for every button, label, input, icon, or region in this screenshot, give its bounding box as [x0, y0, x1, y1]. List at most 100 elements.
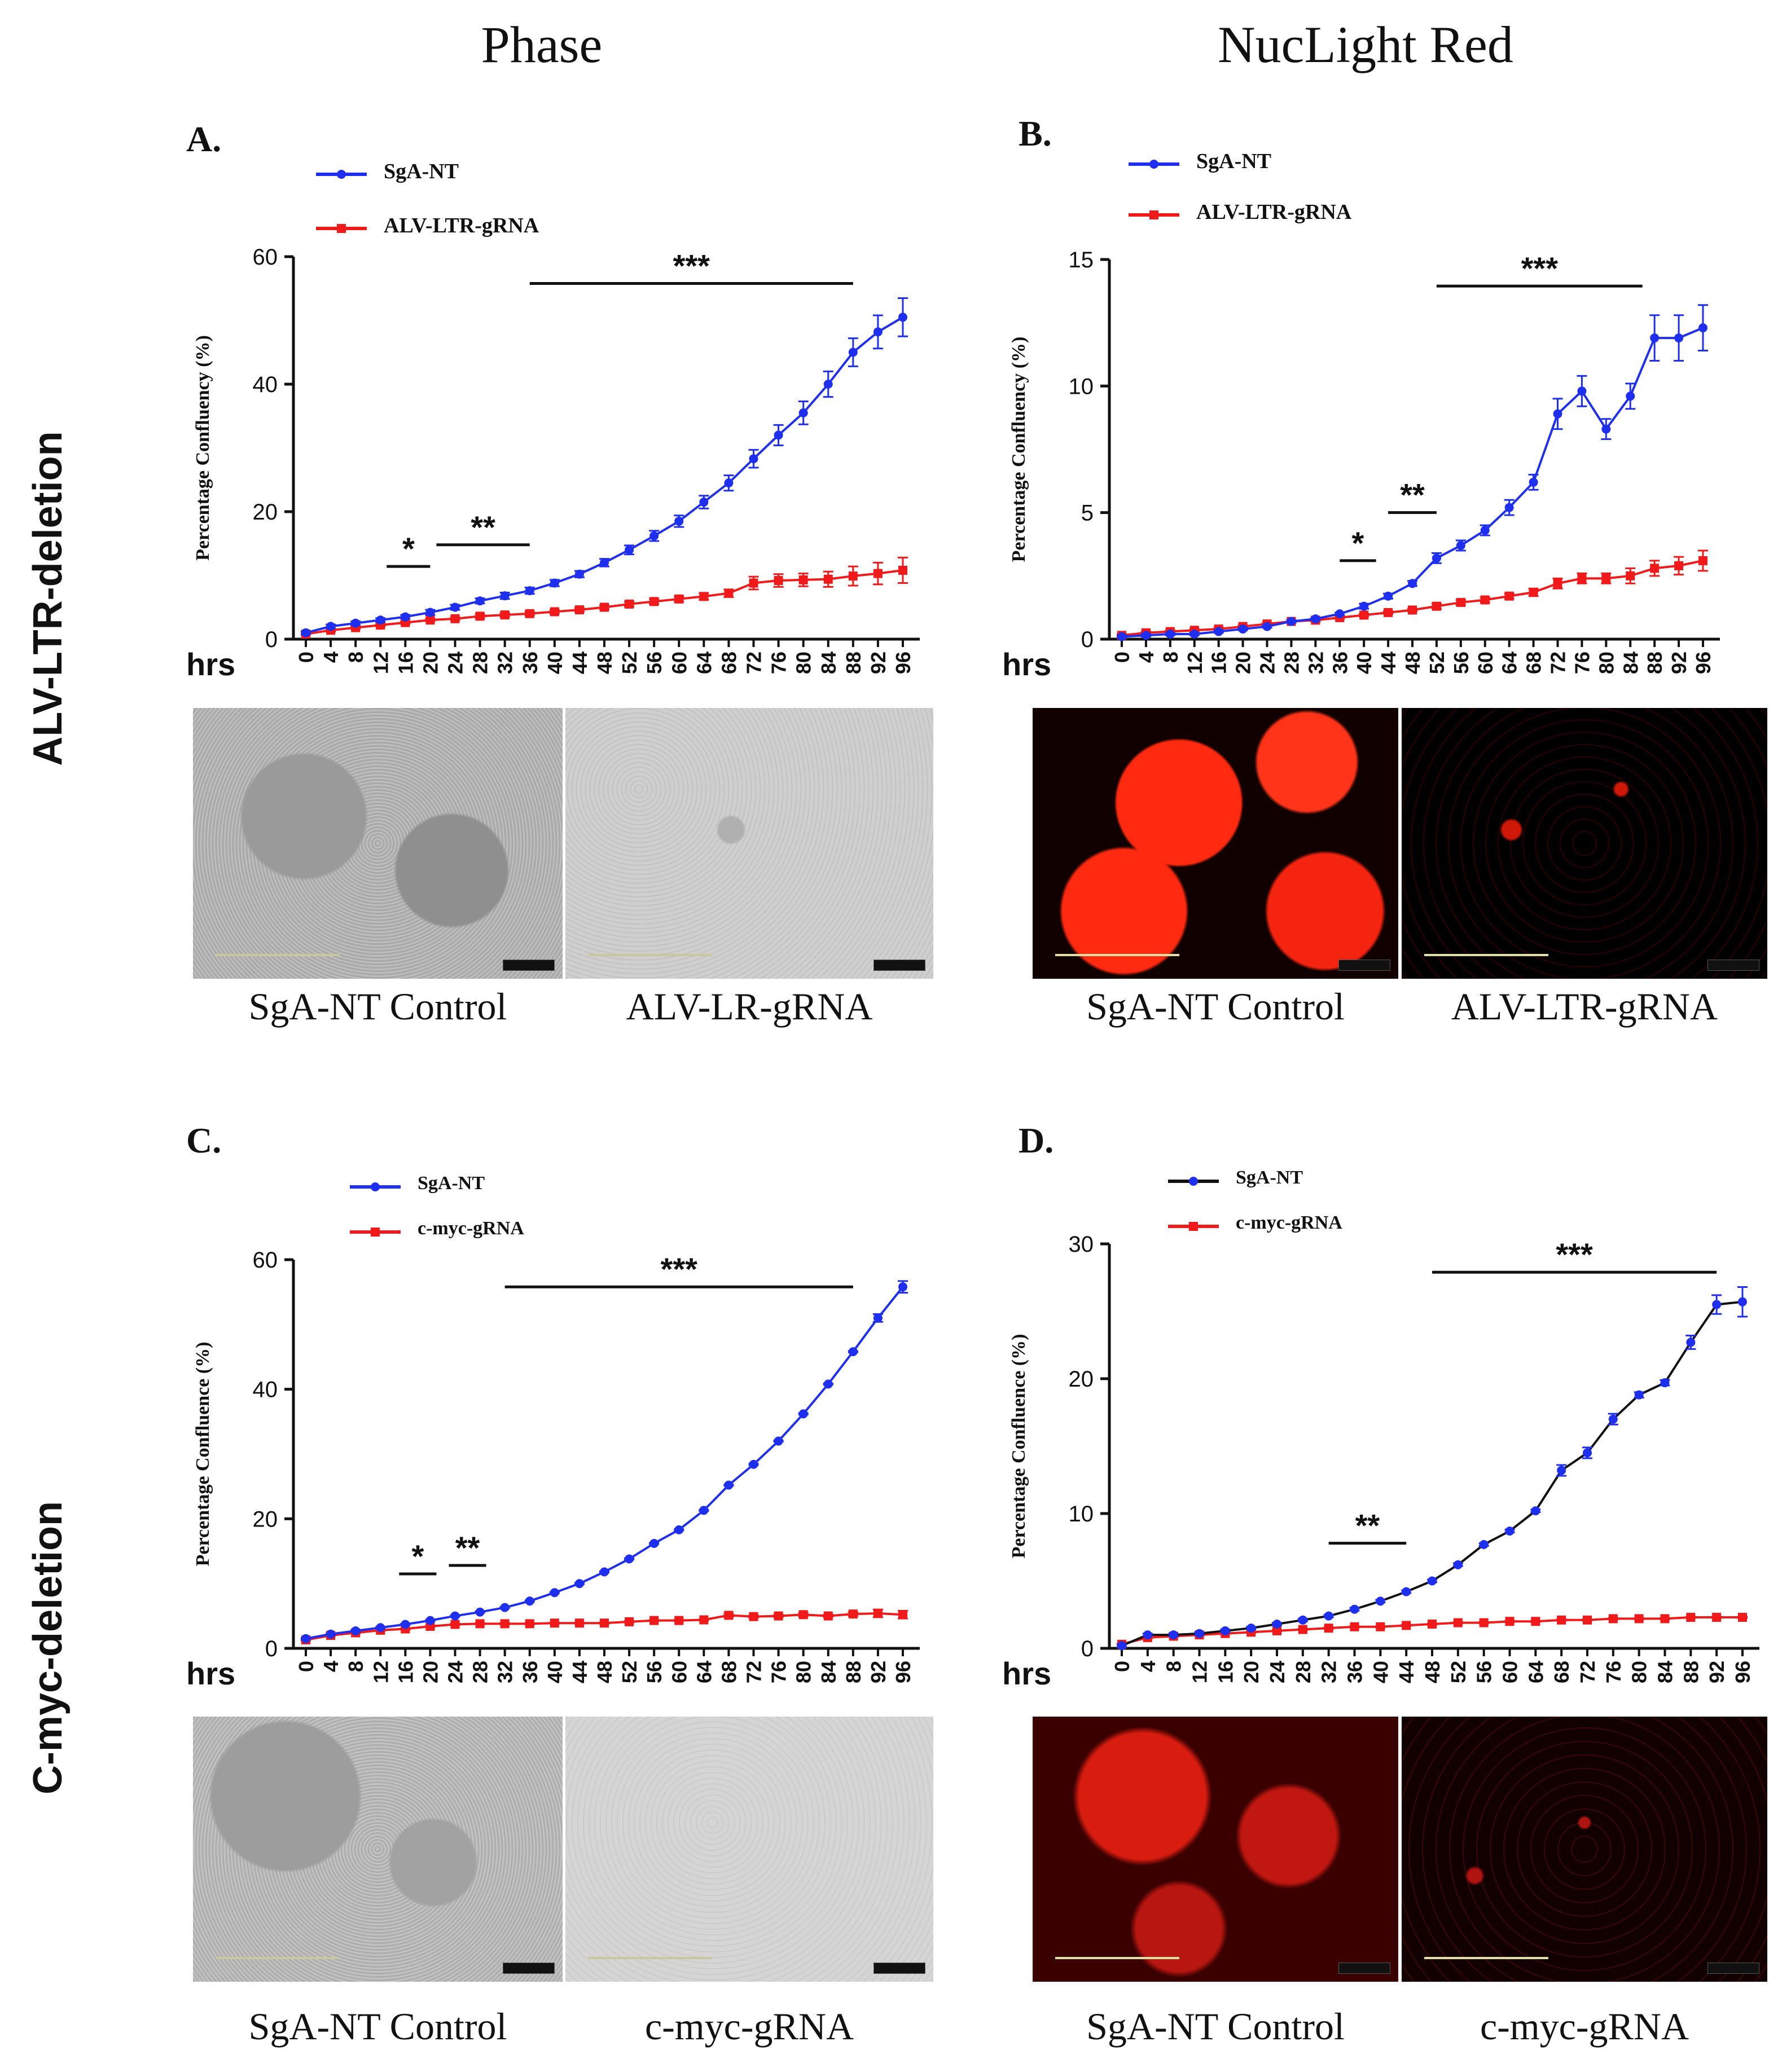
data-point	[600, 1618, 609, 1628]
data-point	[425, 608, 435, 617]
data-point	[1428, 1619, 1437, 1629]
data-point	[376, 615, 385, 625]
legend-label-sga-nt: SgA-NT	[1236, 1167, 1303, 1188]
data-point	[724, 1480, 734, 1490]
data-point	[1650, 564, 1660, 573]
panel-label-a: A.	[186, 119, 222, 159]
x-tick-label: 72	[1576, 1661, 1599, 1683]
x-tick-label: 64	[1524, 1661, 1547, 1683]
caption-d-right: c-myc-gRNA	[1480, 2005, 1689, 2048]
x-tick-label: 60	[1499, 1661, 1522, 1683]
x-tick-label: 36	[1344, 1661, 1367, 1683]
significance-label: **	[1355, 1508, 1380, 1543]
x-tick-label: 24	[1256, 652, 1279, 674]
data-point	[1480, 595, 1490, 605]
x-tick-label: 44	[1395, 1661, 1418, 1683]
data-point	[848, 1347, 858, 1357]
data-point	[1298, 1615, 1307, 1625]
significance-label: ***	[1521, 250, 1559, 286]
data-point	[574, 605, 584, 615]
x-tick-label: 76	[1602, 1661, 1625, 1683]
data-point	[774, 1611, 783, 1621]
series-line	[305, 316, 904, 634]
data-point	[1479, 1539, 1489, 1549]
x-tick-label: 24	[1266, 1661, 1289, 1683]
phase-image-c-myc-grna	[565, 1717, 933, 1982]
data-point	[500, 1603, 510, 1612]
data-point	[1456, 540, 1465, 550]
x-tick-label: 48	[593, 1661, 616, 1683]
x-tick-label: 64	[1498, 652, 1521, 674]
data-point	[401, 1620, 410, 1629]
x-tick-label: 96	[892, 1661, 915, 1683]
data-point	[1298, 1625, 1307, 1634]
data-point	[1480, 526, 1490, 535]
x-axis-label: hrs	[1002, 646, 1051, 682]
data-point	[1272, 1626, 1281, 1635]
x-tick-label: 84	[1619, 652, 1642, 674]
data-point	[1141, 631, 1151, 640]
data-point	[1626, 571, 1635, 580]
caption-b-left: SgA-NT Control	[1086, 985, 1345, 1028]
data-point	[749, 578, 758, 588]
x-tick-label: 48	[1401, 652, 1424, 674]
data-point	[500, 591, 510, 601]
data-point	[1738, 1297, 1747, 1306]
data-point	[1117, 1641, 1126, 1651]
data-point	[525, 1596, 534, 1606]
data-point	[1557, 1466, 1566, 1475]
x-tick-label: 52	[1425, 652, 1448, 674]
x-tick-label: 72	[743, 1661, 766, 1683]
x-tick-label: 92	[867, 652, 890, 674]
data-point	[1650, 333, 1660, 343]
data-point	[1262, 622, 1272, 631]
data-point	[724, 1611, 734, 1620]
data-point	[1246, 1624, 1256, 1633]
data-point	[1350, 1622, 1359, 1631]
panel-label-b: B.	[1019, 113, 1052, 153]
fluor-image-sga-nt-control-b	[1033, 708, 1398, 979]
x-tick-label: 44	[568, 1661, 591, 1683]
x-tick-label: 12	[369, 652, 392, 674]
x-tick-label: 0	[295, 652, 318, 663]
data-point	[798, 1610, 808, 1620]
data-point	[674, 1616, 684, 1625]
y-tick-label: 0	[1081, 627, 1094, 652]
data-point	[376, 1623, 385, 1633]
data-point	[873, 1608, 883, 1618]
x-tick-label: 8	[1159, 652, 1182, 663]
data-point	[649, 1616, 659, 1625]
y-tick-label: 10	[1069, 1502, 1094, 1526]
x-tick-label: 76	[767, 1661, 791, 1683]
x-tick-label: 16	[1214, 1661, 1237, 1683]
legend-label-alv-ltr-grna: ALV-LTR-gRNA	[384, 214, 539, 237]
panel-label-d: D.	[1019, 1120, 1054, 1160]
data-point	[1479, 1618, 1489, 1627]
x-tick-label: 32	[1304, 652, 1327, 674]
data-point	[1504, 503, 1514, 512]
column-header-phase: Phase	[481, 16, 603, 73]
data-point	[450, 1620, 460, 1629]
significance-label: **	[471, 509, 495, 545]
data-point	[401, 612, 410, 622]
data-point	[1195, 1629, 1204, 1638]
significance-label: **	[455, 1530, 480, 1565]
data-point	[1634, 1614, 1644, 1624]
x-tick-label: 36	[519, 652, 542, 674]
data-point	[301, 628, 310, 637]
data-point	[1557, 1615, 1566, 1625]
data-point	[1505, 1617, 1515, 1626]
data-point	[351, 618, 361, 628]
y-tick-label: 10	[1069, 374, 1094, 399]
data-point	[1350, 1604, 1359, 1614]
data-point	[749, 454, 758, 464]
data-point	[1214, 627, 1223, 636]
data-point	[674, 594, 684, 604]
data-point	[823, 574, 833, 584]
x-tick-label: 12	[1183, 652, 1206, 674]
data-point	[625, 1617, 634, 1626]
x-tick-label: 4	[1135, 652, 1158, 663]
x-tick-label: 44	[568, 652, 591, 674]
data-point	[450, 614, 460, 623]
x-tick-label: 40	[543, 652, 567, 674]
